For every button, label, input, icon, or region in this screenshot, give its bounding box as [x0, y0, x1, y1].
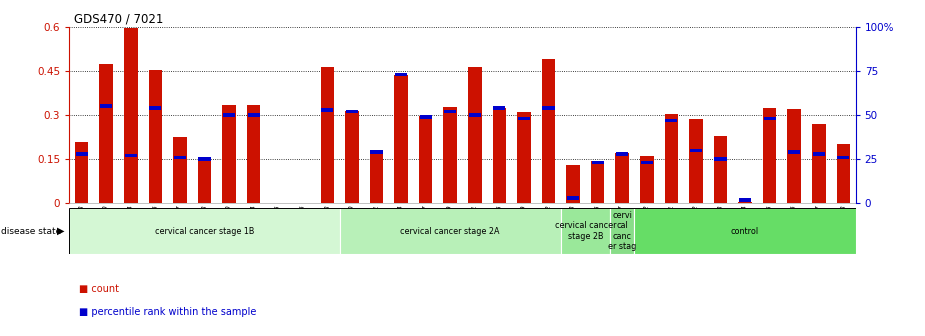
- Bar: [124, 28, 138, 203]
- Bar: [714, 158, 726, 161]
- Bar: [394, 75, 408, 203]
- Bar: [173, 137, 187, 203]
- Bar: [419, 116, 432, 203]
- Bar: [443, 107, 457, 203]
- Bar: [493, 108, 506, 203]
- Text: control: control: [731, 226, 759, 236]
- Text: cervi
cal
canc
er stag: cervi cal canc er stag: [608, 211, 636, 251]
- Bar: [836, 144, 850, 203]
- Bar: [542, 106, 555, 110]
- Bar: [517, 112, 531, 203]
- Bar: [763, 108, 776, 203]
- Bar: [615, 153, 629, 203]
- Bar: [149, 106, 162, 110]
- Text: cervical cancer stage 1B: cervical cancer stage 1B: [154, 226, 254, 236]
- Bar: [198, 160, 211, 203]
- Bar: [222, 105, 236, 203]
- Bar: [665, 119, 677, 122]
- Bar: [812, 124, 825, 203]
- Text: cervical cancer
stage 2B: cervical cancer stage 2B: [555, 221, 616, 241]
- Bar: [339, 208, 561, 254]
- Bar: [739, 198, 751, 202]
- Text: disease state: disease state: [1, 226, 61, 236]
- Bar: [591, 161, 604, 203]
- Bar: [69, 208, 339, 254]
- Bar: [763, 117, 776, 120]
- Bar: [321, 68, 334, 203]
- Bar: [542, 59, 555, 203]
- Bar: [76, 152, 88, 156]
- Bar: [468, 67, 482, 203]
- Bar: [518, 117, 530, 120]
- Bar: [370, 152, 383, 203]
- Bar: [100, 104, 112, 108]
- Bar: [714, 136, 727, 203]
- Bar: [248, 113, 260, 117]
- Bar: [616, 152, 628, 156]
- Bar: [321, 108, 333, 112]
- Bar: [223, 113, 235, 117]
- Bar: [174, 156, 186, 159]
- Bar: [567, 196, 579, 200]
- Bar: [370, 151, 383, 154]
- Bar: [100, 64, 113, 203]
- Bar: [420, 115, 432, 119]
- Bar: [788, 151, 800, 154]
- Bar: [592, 161, 604, 165]
- Bar: [395, 73, 407, 76]
- Bar: [561, 208, 610, 254]
- Text: ■ count: ■ count: [79, 284, 118, 294]
- Bar: [75, 141, 89, 203]
- Bar: [689, 120, 703, 203]
- Text: ▶: ▶: [57, 226, 65, 236]
- Bar: [813, 152, 825, 156]
- Bar: [837, 156, 849, 159]
- Bar: [247, 105, 261, 203]
- Text: ■ percentile rank within the sample: ■ percentile rank within the sample: [79, 307, 256, 318]
- Bar: [664, 114, 678, 203]
- Bar: [738, 202, 752, 203]
- Bar: [610, 208, 635, 254]
- Bar: [635, 208, 856, 254]
- Bar: [787, 109, 801, 203]
- Bar: [345, 111, 359, 203]
- Bar: [566, 165, 580, 203]
- Bar: [346, 110, 358, 113]
- Bar: [149, 70, 162, 203]
- Bar: [641, 161, 653, 165]
- Text: cervical cancer stage 2A: cervical cancer stage 2A: [401, 226, 500, 236]
- Bar: [690, 149, 702, 152]
- Text: GDS470 / 7021: GDS470 / 7021: [74, 12, 164, 25]
- Bar: [444, 110, 456, 113]
- Bar: [199, 158, 211, 161]
- Bar: [493, 106, 505, 110]
- Bar: [640, 156, 654, 203]
- Bar: [125, 154, 137, 157]
- Bar: [469, 113, 481, 117]
